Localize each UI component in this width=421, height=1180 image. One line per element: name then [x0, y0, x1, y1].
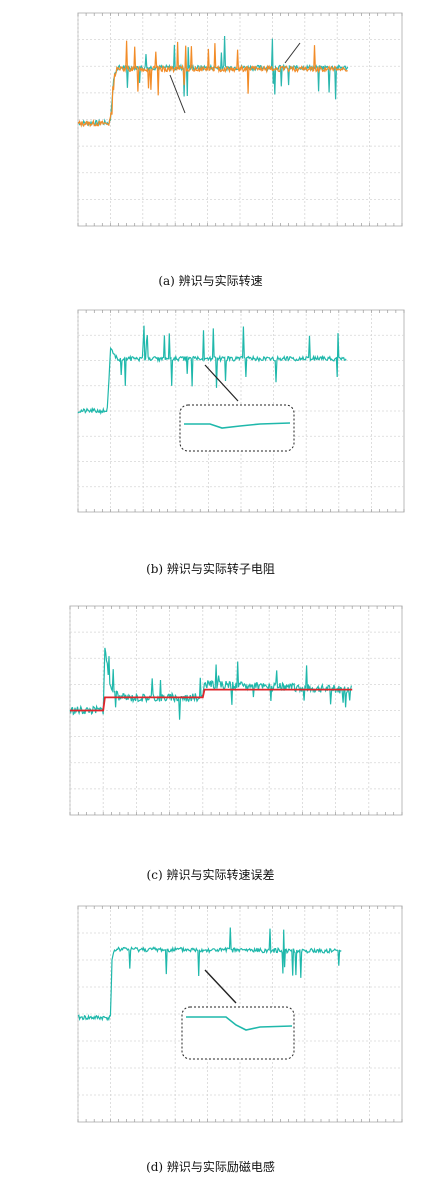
caption-a: (a) 辨识与实际转速	[158, 274, 263, 288]
series-line	[77, 927, 342, 1022]
caption-b: (b) 辨识与实际转子电阻	[146, 562, 275, 576]
series-line	[77, 325, 347, 415]
zoom-box	[179, 404, 295, 452]
caption-d: (d) 辨识与实际励磁电感	[146, 1160, 275, 1174]
annotation-arrow	[169, 74, 186, 114]
zoom-line	[186, 1016, 293, 1031]
chart-panel-a	[0, 0, 421, 265]
reference-line	[70, 688, 353, 712]
chart-a-svg	[77, 12, 403, 227]
zoom-arrow	[204, 364, 239, 402]
zoom-box	[181, 1006, 295, 1060]
chart-panel-c	[0, 590, 421, 860]
chart-panel-b	[0, 295, 421, 555]
chart-panel-d	[0, 890, 421, 1158]
chart-b-svg	[77, 309, 405, 513]
series-line	[69, 647, 352, 720]
zoom-arrow	[204, 969, 237, 1004]
annotation-arrow	[284, 42, 301, 64]
chart-d-svg	[77, 905, 403, 1123]
chart-c-svg	[69, 605, 403, 816]
zoom-line	[184, 422, 291, 429]
caption-c: (c) 辨识与实际转速误差	[146, 868, 275, 882]
series-line	[77, 40, 348, 128]
